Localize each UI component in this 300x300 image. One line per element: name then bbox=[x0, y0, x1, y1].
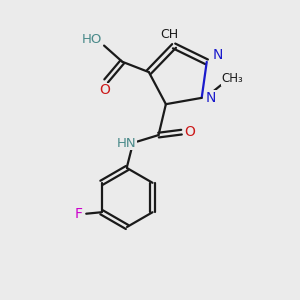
Text: CH: CH bbox=[160, 28, 179, 41]
Text: HO: HO bbox=[82, 33, 102, 46]
Text: O: O bbox=[184, 125, 195, 139]
Text: O: O bbox=[99, 83, 110, 97]
Text: CH₃: CH₃ bbox=[222, 72, 244, 85]
Text: N: N bbox=[206, 91, 216, 105]
Text: N: N bbox=[213, 48, 223, 62]
Text: F: F bbox=[75, 207, 83, 221]
Text: HN: HN bbox=[116, 136, 136, 149]
